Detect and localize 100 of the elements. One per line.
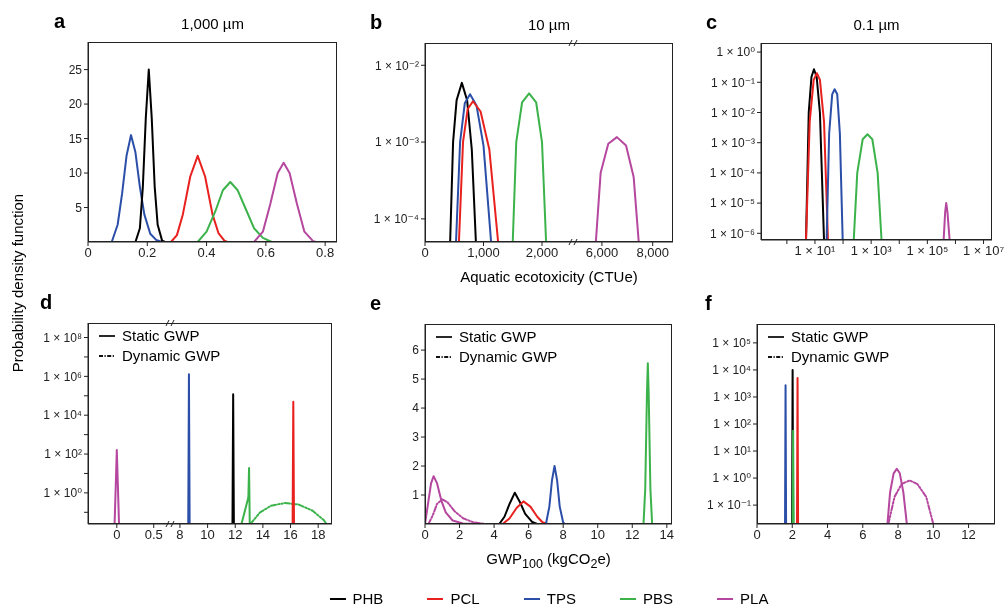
y-tick-label: 1 [412, 488, 420, 503]
y-tick-label: 1 × 10⁻⁴ [373, 212, 419, 227]
x-tick-label: 10 [200, 527, 215, 543]
y-tick-label: 1 × 10³ [713, 390, 751, 405]
y-tick-label: 2 [412, 459, 420, 474]
x-tick-label: 0 [421, 527, 429, 543]
text: b [370, 11, 383, 34]
x-tick-label: 0.2 [138, 245, 157, 261]
x-tick-label: 0.4 [197, 245, 216, 261]
x-tick-label: 12 [625, 527, 640, 543]
x-tick-label: 0 [421, 245, 429, 261]
chart-title: 0.1 µm [852, 16, 901, 33]
x-tick-label: 1 × 10⁵ [906, 243, 949, 259]
y-tick-label: 1 × 10² [713, 417, 751, 432]
x-tick-label: 14 [659, 527, 675, 543]
line-series [110, 134, 164, 242]
y-tick-label: 5 [412, 372, 420, 387]
annotation: Dynamic GWP [122, 347, 221, 364]
annotation: Static GWP [459, 328, 537, 345]
x-tick-label: 8 [559, 527, 567, 543]
x-tick-label: 0 [84, 245, 92, 261]
text: a [54, 10, 66, 33]
line-series [642, 362, 654, 524]
x-tick-label: 8,000 [636, 245, 669, 261]
y-tick-label: 1 × 10⁻⁵ [709, 196, 756, 211]
y-tick-label: 1 × 10⁻¹ [710, 75, 755, 90]
y-tick-label: 1 × 10¹ [713, 444, 751, 459]
x-tick-label: 1 × 10³ [850, 243, 893, 259]
x-axis-title: GWP$_{100}$ (kgCO$_{2}$e) [485, 550, 612, 571]
line-series [170, 154, 229, 242]
y-tick-label: 1 × 10⁴ [43, 408, 82, 423]
chart-title: 1,000 µm [180, 15, 245, 32]
x-tick-label: 2 [788, 527, 796, 543]
x-tick-label: 18 [310, 527, 326, 543]
y-tick-label: 4 [412, 401, 420, 416]
y-tick-label: 6 [412, 343, 420, 358]
line-series [457, 100, 500, 242]
y-tick-label: 1 × 10⁻³ [374, 135, 419, 150]
x-tick-label: 12 [961, 527, 976, 543]
x-tick-label: 10 [590, 527, 605, 543]
x-tick-label: 4 [490, 527, 498, 543]
x-tick-label: 0.5 [144, 527, 163, 543]
y-axis-title: Probability density function [8, 192, 27, 375]
line-series [134, 68, 167, 242]
legend-label: PLA [740, 590, 769, 607]
text: f [705, 292, 712, 315]
chart-title: 10 µm [527, 16, 571, 33]
line-series [825, 88, 844, 240]
text: d [40, 291, 53, 314]
y-tick-label: 1 × 10⁸ [43, 330, 82, 345]
x-axis-title: Aquatic ecotoxicity (CTUe) [459, 268, 639, 285]
x-tick-label: 2,000 [525, 245, 559, 261]
x-tick-label: 0.8 [316, 245, 335, 261]
y-tick-label: 1 × 10² [44, 447, 82, 462]
x-tick-label: 8 [894, 527, 902, 543]
x-tick-label: 10 [926, 527, 941, 543]
line-series [498, 491, 539, 524]
legend-label: PHB [352, 590, 384, 607]
annotation: Static GWP [791, 328, 869, 345]
x-tick-label: 6 [859, 527, 867, 543]
y-tick-label: 15 [68, 131, 83, 146]
y-tick-label: 1 × 10⁶ [43, 369, 83, 384]
x-tick-label: 0.6 [256, 245, 275, 261]
x-tick-label: 14 [255, 527, 271, 543]
line-series [449, 81, 477, 242]
x-tick-label: 4 [823, 527, 832, 543]
x-tick-label: 2 [455, 527, 464, 543]
x-tick-label: 1 × 10⁷ [962, 243, 1005, 259]
line-series [544, 465, 566, 524]
x-tick-label: 1,000 [467, 245, 500, 261]
legend-label: TPS [546, 590, 576, 607]
y-tick-label: 5 [75, 200, 83, 215]
y-tick-label: 1 × 10⁰ [43, 486, 83, 501]
line-series [455, 93, 493, 242]
x-tick-label: 0 [113, 527, 121, 543]
y-tick-label: 1 × 10⁻³ [710, 135, 755, 150]
annotation: Dynamic GWP [459, 348, 558, 365]
x-tick-label: 6,000 [585, 245, 619, 261]
y-tick-label: 1 × 10⁻² [374, 58, 419, 73]
y-tick-label: 25 [68, 62, 83, 77]
y-tick-label: 1 × 10⁻² [710, 105, 755, 120]
y-tick-label: 1 × 10⁻⁴ [709, 166, 755, 181]
x-tick-label: 12 [228, 527, 243, 543]
x-tick-label: 16 [283, 527, 298, 543]
y-tick-label: 1 × 10⁴ [712, 363, 751, 378]
y-tick-label: 1 × 10⁰ [716, 45, 756, 60]
y-tick-label: 10 [68, 166, 83, 181]
y-tick-label: 1 × 10⁻¹ [706, 498, 751, 513]
annotation: Static GWP [122, 327, 200, 344]
x-tick-label: 1 × 10¹ [794, 243, 837, 259]
x-tick-label: 6 [525, 527, 533, 543]
text: c [706, 11, 718, 34]
y-tick-label: 20 [68, 97, 83, 112]
y-tick-label: 1 × 10⁻⁶ [710, 226, 756, 241]
line-series [196, 181, 273, 242]
legend-label: PBS [643, 590, 674, 607]
line-series [511, 92, 548, 242]
legend-label: PCL [450, 590, 480, 607]
y-tick-label: 1 × 10⁰ [712, 471, 752, 486]
text: e [370, 292, 382, 315]
